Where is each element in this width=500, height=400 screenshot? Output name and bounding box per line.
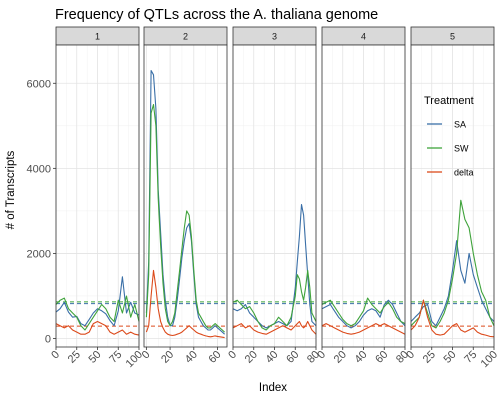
facet-strip-label: 3 [272,32,277,42]
legend-title: Treatment [424,95,474,107]
y-axis: 0 2000 4000 6000 [27,78,56,345]
legend-label-delta: delta [454,168,474,178]
facet-panel-3: 30 20 40 60 80 [226,26,322,366]
series-line-delta [321,323,406,335]
legend-label-SW: SW [454,144,469,154]
series-line-SW [321,297,406,327]
series-line-SA [232,203,317,329]
y-tick-label: 6000 [27,78,51,90]
facet-panel-4: 40 20 40 60 80 [315,26,411,366]
y-tick-label: 0 [45,333,51,345]
series-line-SW [55,295,140,331]
series-line-SW [145,103,225,333]
panel-border [143,44,228,348]
y-tick-label: 4000 [27,163,51,175]
facet-strip-label: 2 [183,32,188,42]
facet-strip-label: 1 [95,32,100,42]
legend-label-SA: SA [454,120,466,130]
series-line-SA [321,299,406,329]
facet-panel-2: 20 20 40 60 [140,26,228,366]
facet-strip-label: 5 [450,32,455,42]
facet-panel-1: 10 25 50 75 100 [49,26,145,370]
facet-panel-5: 50 25 50 75 100 [404,26,500,370]
y-tick-label: 2000 [27,248,51,260]
series-line-delta [55,320,140,336]
series-line-delta [410,299,495,338]
x-axis-title: Index [259,382,287,394]
y-axis-title: # of Transcripts [5,150,17,229]
chart-title: Frequency of QTLs across the A. thaliana… [55,7,378,23]
series-line-delta [232,320,317,335]
series-line-delta [145,269,225,339]
legend: Treatment SA SW delta [424,95,474,178]
facet-strip-label: 4 [361,32,366,42]
series-line-SW [232,269,317,331]
